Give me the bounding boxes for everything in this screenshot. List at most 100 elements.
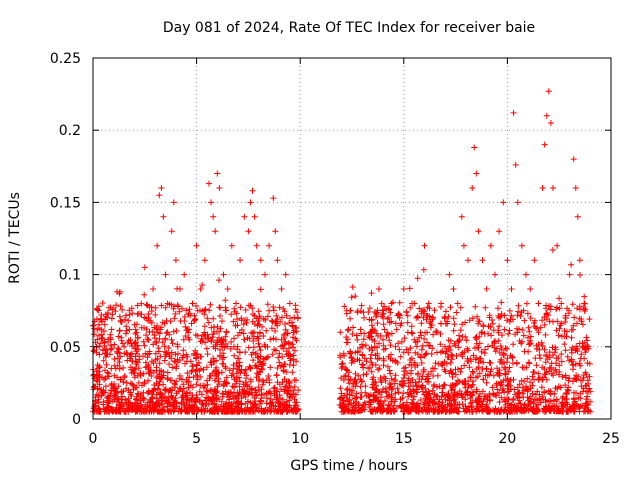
data-point xyxy=(162,271,169,278)
data-point xyxy=(274,257,281,264)
x-tick-label: 0 xyxy=(89,431,98,447)
data-point xyxy=(141,264,148,271)
data-point xyxy=(270,195,277,202)
data-point xyxy=(210,213,217,220)
noise-markers xyxy=(90,247,594,415)
data-point xyxy=(518,242,525,249)
data-point xyxy=(413,314,420,321)
data-point xyxy=(547,120,554,126)
data-point xyxy=(527,286,534,292)
data-point xyxy=(251,213,258,220)
data-point xyxy=(473,170,480,177)
data-point xyxy=(253,242,260,249)
plot-frame xyxy=(92,57,612,420)
data-point xyxy=(487,242,494,249)
data-point xyxy=(145,314,152,321)
x-tick-label: 5 xyxy=(192,431,201,447)
data-point xyxy=(193,242,200,249)
data-point xyxy=(262,271,268,278)
data-point xyxy=(359,343,366,350)
x-axis-label: GPS time / hours xyxy=(290,458,407,474)
data-point xyxy=(160,213,167,220)
data-point xyxy=(572,185,579,191)
data-point xyxy=(272,228,279,235)
data-point xyxy=(483,286,490,292)
data-point xyxy=(257,257,264,264)
chart-title: Day 081 of 2024, Rate Of TEC Index for r… xyxy=(163,20,535,36)
y-tick-label: 0.2 xyxy=(59,123,81,139)
data-point xyxy=(158,185,165,191)
data-point xyxy=(581,300,588,307)
data-point xyxy=(446,271,453,278)
data-point xyxy=(125,317,132,324)
data-point xyxy=(237,257,244,264)
data-point xyxy=(558,300,565,307)
data-point xyxy=(216,185,223,191)
data-point xyxy=(100,387,107,394)
data-point xyxy=(206,180,212,187)
data-point xyxy=(450,286,457,292)
data-point xyxy=(197,286,204,292)
x-tick-labels: 0 5 10 15 20 25 xyxy=(89,431,620,447)
data-point xyxy=(233,300,239,307)
data-point xyxy=(363,358,370,365)
data-point xyxy=(425,300,432,307)
data-point xyxy=(172,257,179,264)
data-point xyxy=(550,185,556,191)
data-point xyxy=(442,314,449,321)
data-point xyxy=(214,170,221,177)
data-point xyxy=(224,286,231,292)
x-tick-label: 20 xyxy=(498,431,516,447)
data-point xyxy=(94,372,101,379)
data-point xyxy=(164,300,171,307)
data-point xyxy=(460,242,467,249)
data-point xyxy=(201,257,208,264)
y-tick-label: 0.25 xyxy=(50,51,81,67)
data-point xyxy=(154,242,161,249)
data-point xyxy=(367,329,374,336)
data-point xyxy=(338,394,345,401)
y-axis-label: ROTI / TECUs xyxy=(7,192,23,284)
data-point xyxy=(479,257,486,264)
data-point xyxy=(543,112,550,119)
data-point xyxy=(531,257,538,264)
data-point xyxy=(112,365,119,372)
data-point xyxy=(554,242,561,249)
data-point xyxy=(98,312,105,318)
data-point xyxy=(469,185,476,191)
data-point xyxy=(504,257,511,264)
x-tick-label: 15 xyxy=(395,431,413,447)
data-point xyxy=(295,387,302,394)
data-point xyxy=(247,199,254,206)
data-point xyxy=(496,228,503,235)
data-point xyxy=(371,343,378,350)
data-point xyxy=(535,300,542,307)
data-point xyxy=(181,271,188,278)
data-point xyxy=(434,329,440,336)
data-point xyxy=(342,372,349,379)
data-point xyxy=(129,358,136,365)
y-tick-labels: 0 0.05 0.1 0.15 0.2 0.25 xyxy=(50,51,81,428)
y-tick-label: 0 xyxy=(72,412,81,428)
data-point xyxy=(245,228,252,235)
data-point xyxy=(384,329,391,336)
data-point xyxy=(421,242,428,249)
data-point xyxy=(409,300,416,307)
y-tick-label: 0.1 xyxy=(59,268,81,284)
data-point xyxy=(121,343,128,350)
data-point xyxy=(208,199,215,206)
data-point xyxy=(228,242,235,249)
data-point xyxy=(458,213,465,220)
data-point xyxy=(539,185,546,191)
data-point xyxy=(585,343,592,350)
x-tick-label: 10 xyxy=(291,431,309,447)
data-point xyxy=(286,300,293,307)
data-point xyxy=(185,329,192,336)
data-point xyxy=(380,314,387,321)
data-point xyxy=(278,286,285,292)
data-point xyxy=(282,271,289,278)
data-point xyxy=(156,192,163,199)
data-point xyxy=(291,329,297,336)
data-point xyxy=(168,228,175,235)
data-point xyxy=(170,199,177,206)
